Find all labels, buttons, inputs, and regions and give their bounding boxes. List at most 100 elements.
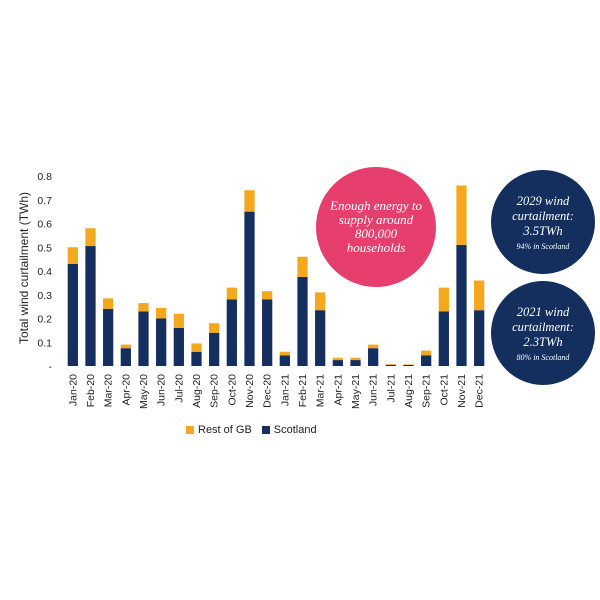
x-tick-label-apr-20: Apr-20 [120,374,132,406]
bar-scotland-jul-20 [173,328,184,366]
x-tick-label-jun-21: Jun-21 [368,374,380,406]
bar-rest-of-gb-jan-21 [279,351,290,356]
x-tick-label-sep-20: Sep-20 [209,374,221,408]
bar-rest-of-gb-may-20 [138,303,149,312]
bar-scotland-aug-21 [403,364,414,366]
bar-rest-of-gb-nov-21 [456,185,467,245]
bar-scotland-nov-20 [244,211,255,367]
x-tick-label-sep-21: Sep-21 [421,374,433,408]
x-tick-label-oct-21: Oct-21 [438,374,450,406]
bar-rest-of-gb-sep-21 [421,350,432,356]
bar-scotland-apr-20 [120,348,131,366]
x-tick-label-nov-21: Nov-21 [456,374,468,408]
x-tick-label-nov-20: Nov-20 [244,374,256,408]
bar-rest-of-gb-jun-21 [368,344,379,349]
bar-rest-of-gb-dec-21 [474,280,485,311]
legend-item-scotland: Scotland [261,424,317,436]
bars-group [67,185,485,367]
x-tick-label-jul-21: Jul-21 [385,374,397,403]
bar-scotland-jul-21 [385,364,396,366]
bar-scotland-mar-20 [103,309,114,366]
y-tick-label: 0.4 [37,266,52,278]
bar-scotland-nov-21 [456,244,467,367]
x-tick-label-apr-21: Apr-21 [332,374,344,406]
bar-scotland-sep-21 [421,355,432,366]
x-tick-label-jan-21: Jan-21 [279,374,291,406]
y-tick-label: 0.3 [37,290,52,302]
bar-scotland-jun-20 [156,318,167,366]
legend-swatch-scotland [261,426,270,434]
bar-scotland-sep-20 [209,332,220,366]
callout-2021: 2021 wind curtailment: 2.3TWh 80% in Sco… [491,281,595,385]
bar-rest-of-gb-mar-21 [315,292,326,311]
households-callout: Enough energy to supply around 800,000 h… [316,167,436,287]
x-tick-label-jun-20: Jun-20 [156,374,168,406]
bar-scotland-feb-21 [297,276,308,366]
bar-rest-of-gb-jan-20 [67,247,78,264]
bar-rest-of-gb-apr-20 [120,344,131,349]
bar-scotland-jun-21 [368,348,379,366]
bar-scotland-aug-20 [191,351,202,366]
x-tick-label-dec-21: Dec-21 [474,374,486,408]
legend-swatch-rest-of-gb [186,426,194,434]
y-tick-label: 0.2 [37,314,52,326]
legend-label-scotland: Scotland [273,424,317,436]
legend-item-rest-of-gb: Rest of GB [186,424,252,436]
bar-scotland-jan-21 [279,355,290,366]
x-tick-label-feb-20: Feb-20 [85,374,97,407]
bar-scotland-may-20 [138,311,149,367]
bar-rest-of-gb-jun-20 [156,307,167,319]
x-tick-label-dec-20: Dec-20 [262,374,274,408]
bar-scotland-may-21 [350,360,361,366]
legend: Rest of GB Scotland [186,424,317,436]
x-tick-label-jul-20: Jul-20 [173,374,185,403]
bar-scotland-feb-20 [85,246,96,366]
bar-scotland-dec-21 [474,310,485,366]
bar-rest-of-gb-sep-20 [209,323,220,333]
callout-2029-subtitle: 94% in Scotland [516,241,570,251]
bar-rest-of-gb-mar-20 [103,298,114,309]
bar-rest-of-gb-dec-20 [262,291,273,300]
y-tick-label: 0.7 [37,195,52,207]
bar-scotland-oct-20 [226,299,237,366]
bar-rest-of-gb-jul-20 [173,313,184,328]
x-tick-label-may-20: May-20 [138,374,150,409]
households-callout-text: Enough energy to supply around 800,000 h… [330,198,422,255]
x-tick-label-oct-20: Oct-20 [226,374,238,406]
bar-rest-of-gb-nov-20 [244,190,255,212]
bar-rest-of-gb-aug-20 [191,343,202,352]
bar-rest-of-gb-feb-20 [85,228,96,247]
bar-rest-of-gb-apr-21 [332,357,343,361]
x-tick-label-jan-20: Jan-20 [67,374,79,406]
bar-rest-of-gb-oct-20 [226,287,237,300]
x-tick-label-mar-20: Mar-20 [103,374,115,407]
callout-2021-title: 2021 wind curtailment: 2.3TWh [512,304,574,349]
bar-scotland-oct-21 [438,311,449,367]
callout-2029-title: 2029 wind curtailment: 3.5TWh [512,193,574,238]
x-tick-label-feb-21: Feb-21 [297,374,309,407]
y-tick-label: 0.1 [37,337,52,349]
callout-2021-subtitle: 80% in Scotland [516,352,570,362]
x-tick-label-mar-21: Mar-21 [315,374,327,407]
y-tick-label: - [49,361,53,373]
bar-scotland-apr-21 [332,360,343,366]
y-axis: - 0.1 0.2 0.3 0.4 0.5 0.6 0.7 0.8 [37,171,52,373]
bar-rest-of-gb-feb-21 [297,256,308,277]
bar-scotland-mar-21 [315,310,326,366]
legend-label-rest-of-gb: Rest of GB [198,424,252,436]
y-tick-label: 0.5 [37,242,52,254]
bar-scotland-dec-20 [262,299,273,366]
y-tick-label: 0.6 [37,219,52,231]
bar-rest-of-gb-jul-21 [385,364,396,365]
callout-2029: 2029 wind curtailment: 3.5TWh 94% in Sco… [491,170,595,274]
x-tick-label-aug-21: Aug-21 [403,374,415,408]
bar-scotland-jan-20 [67,263,78,367]
x-tick-label-aug-20: Aug-20 [191,374,203,408]
bar-rest-of-gb-oct-21 [438,287,449,312]
x-axis: Jan-20 Feb-20 Mar-20 Apr-20 May-20 Jun-20 Jul-… [67,374,485,409]
bar-rest-of-gb-may-21 [350,357,361,361]
y-axis-label: Total wind curtailment (TWh) [17,192,31,344]
x-tick-label-may-21: May-21 [350,374,362,409]
y-tick-label: 0.8 [37,171,52,183]
